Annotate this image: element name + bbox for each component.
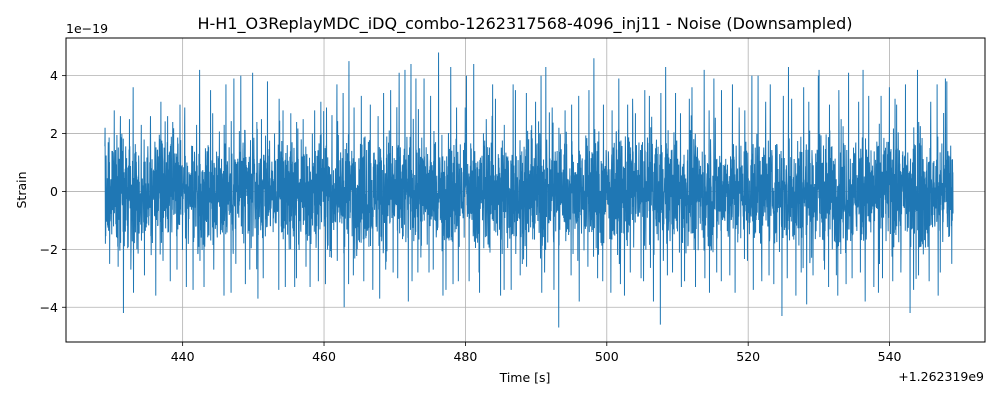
x-offset-label: +1.262319e9	[898, 369, 984, 384]
plot-area	[104, 52, 954, 328]
series-layer	[104, 52, 954, 328]
y-axis-title: Strain	[14, 171, 29, 208]
x-axis-ticks: 440 460 480 500 520 540	[171, 342, 902, 364]
y-scale-label: 1e−19	[66, 21, 108, 36]
y-tick-label: 2	[50, 126, 58, 141]
x-axis-title: Time [s]	[499, 370, 551, 385]
y-tick-label: −4	[40, 300, 58, 315]
axes-frame	[65, 37, 986, 343]
y-tick-label: 4	[50, 68, 58, 83]
x-tick-label: 520	[736, 349, 760, 364]
x-tick-label: 540	[878, 349, 902, 364]
y-tick-label: 0	[50, 184, 58, 199]
x-tick-label: 480	[453, 349, 477, 364]
x-tick-label: 500	[595, 349, 619, 364]
strain-series-line	[104, 52, 954, 328]
x-tick-label: 440	[171, 349, 195, 364]
chart-title: H-H1_O3ReplayMDC_iDQ_combo-1262317568-40…	[198, 14, 853, 34]
y-tick-label: −2	[40, 242, 58, 257]
y-axis-ticks: −4 −2 0 2 4	[40, 68, 66, 315]
x-tick-label: 460	[312, 349, 336, 364]
